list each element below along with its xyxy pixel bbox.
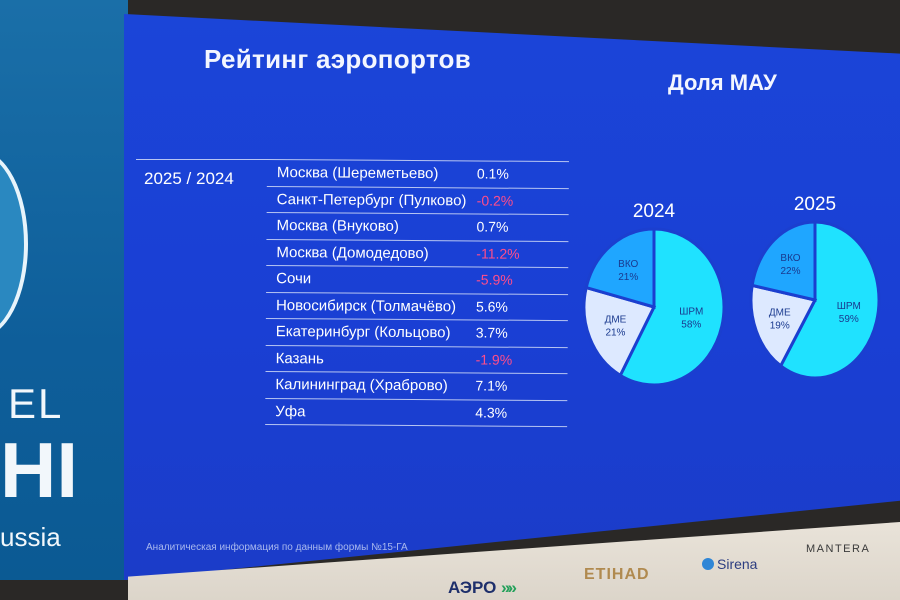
mau-share-pie-charts: ШРМ 58% ДМЕ 21% ВКО 21% 2024 ШРМ 59% ДМЕ 19% ВКО 22%… xyxy=(582,194,881,387)
pie-slice-ШРМ xyxy=(778,220,881,380)
pie-slice-value: 22% xyxy=(781,266,801,277)
side-display-panel: EL HI ussia xyxy=(0,0,128,580)
presentation-slide: Рейтинг аэропортов Доля МАУ 2025 / 2024 … xyxy=(124,14,900,580)
period-divider xyxy=(136,159,268,160)
sirena-logo: Sirena xyxy=(702,556,757,572)
pie-slice-ДМЕ xyxy=(582,285,657,378)
pie-slice-category: ВКО xyxy=(618,259,638,270)
pie-chart-2024: ШРМ 58% ДМЕ 21% ВКО 21% 2024 xyxy=(582,201,726,387)
pie-slice-ВКО xyxy=(750,220,817,302)
period-label: 2025 / 2024 xyxy=(144,169,234,188)
aero-logo-text: АЭРО xyxy=(448,578,497,597)
pie-slice-ШРМ xyxy=(618,227,726,387)
pie-slice-category: ДМЕ xyxy=(769,308,791,319)
mantera-logo: MANTERA xyxy=(806,543,871,555)
pie-slice-category: ВКО xyxy=(780,253,800,264)
side-text-top: EL xyxy=(8,380,64,427)
pie-slice-value: 59% xyxy=(839,314,859,325)
share-title: Доля МАУ xyxy=(668,70,777,95)
slide-title: Рейтинг аэропортов xyxy=(204,44,471,74)
aero-logo-arrows: »» xyxy=(501,578,517,597)
pie-slice-value: 21% xyxy=(605,328,625,339)
sirena-logo-text: Sirena xyxy=(717,556,758,572)
pie-slice-value: 58% xyxy=(681,320,701,331)
pie-slice-ВКО xyxy=(584,227,656,309)
pie-year-title: 2024 xyxy=(633,201,676,222)
pie-chart-2025: ШРМ 59% ДМЕ 19% ВКО 22% 2025 xyxy=(749,194,881,380)
pie-slice-category: ДМЕ xyxy=(605,315,627,326)
pie-slice-value: 19% xyxy=(770,321,790,332)
pie-slice-category: ШРМ xyxy=(837,301,861,312)
side-decorative-circle xyxy=(0,150,28,338)
aero-logo: АЭРО »» xyxy=(448,578,517,598)
sirena-dot-icon xyxy=(702,558,714,570)
etihad-logo: ETIHAD xyxy=(584,566,650,583)
pie-slice-ДМЕ xyxy=(749,283,818,369)
pie-slice-value: 21% xyxy=(618,272,638,283)
data-source-footnote: Аналитическая информация по данным формы… xyxy=(146,542,408,553)
pie-slice-category: ШРМ xyxy=(679,307,703,318)
pie-year-title: 2025 xyxy=(794,194,836,215)
side-text-big: HI xyxy=(0,426,78,514)
side-text-bottom: ussia xyxy=(0,522,61,552)
